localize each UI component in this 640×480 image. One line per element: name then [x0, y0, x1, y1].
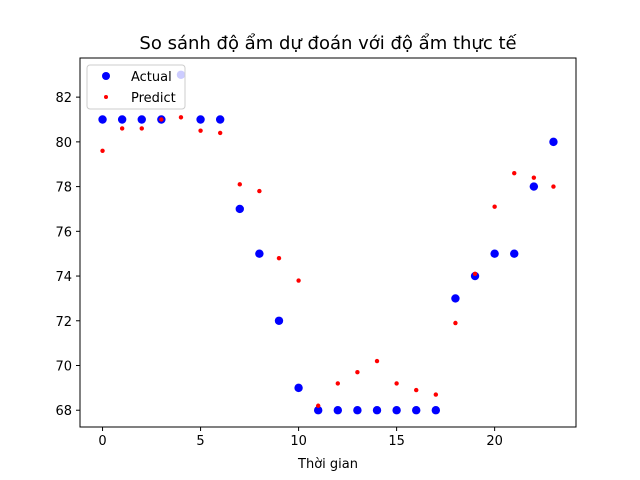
predict-point — [374, 358, 380, 364]
legend: Actual Predict — [86, 64, 186, 110]
x-tick-label: 10 — [290, 434, 307, 449]
predict-point — [472, 271, 478, 277]
predict-point — [531, 175, 537, 180]
predict-point — [414, 387, 419, 393]
legend-label-actual: Actual — [131, 70, 172, 85]
actual-point — [255, 249, 264, 258]
predict-point — [296, 278, 301, 283]
predict-point — [551, 184, 556, 189]
predict-point — [178, 115, 184, 120]
actual-point — [294, 383, 303, 393]
legend-label-predict: Predict — [131, 91, 176, 106]
y-tick-label: 70 — [55, 360, 72, 375]
actual-point — [412, 406, 421, 415]
actual-point — [196, 115, 205, 124]
predict-point — [159, 117, 164, 122]
actual-point — [392, 406, 401, 415]
y-tick-label: 78 — [55, 181, 72, 196]
predict-point — [257, 188, 262, 194]
predict-point — [315, 403, 321, 408]
actual-point — [372, 406, 382, 415]
y-tick-label: 74 — [55, 270, 72, 285]
y-tick-label: 82 — [55, 91, 72, 106]
actual-point — [490, 249, 499, 258]
y-tick-label: 80 — [55, 136, 72, 151]
x-axis: 0 5 10 15 20 — [98, 427, 503, 449]
predict-point — [492, 204, 497, 209]
actual-point — [117, 115, 127, 124]
predict-point — [276, 255, 282, 261]
actual-point — [215, 115, 225, 124]
actual-point — [431, 406, 441, 415]
chart-title: So sánh độ ẩm dự đoán với độ ẩm thực tế — [139, 33, 517, 54]
predict-point — [394, 381, 399, 386]
x-tick-label: 15 — [388, 434, 405, 449]
actual-point — [529, 182, 539, 191]
y-axis: 68 70 72 74 76 78 80 82 — [55, 91, 80, 419]
actual-point — [451, 294, 460, 303]
predict-point — [100, 148, 105, 154]
legend-marker-predict — [104, 95, 108, 99]
y-tick-label: 72 — [55, 315, 72, 330]
predict-point — [217, 130, 223, 136]
actual-point — [333, 406, 343, 415]
x-tick-label: 20 — [486, 434, 503, 449]
predict-point — [139, 126, 144, 131]
predict-point — [198, 128, 203, 133]
actual-point — [235, 204, 244, 214]
actual-point — [137, 115, 146, 124]
x-tick-label: 0 — [98, 434, 106, 449]
predict-point — [237, 182, 242, 187]
predict-point — [119, 126, 125, 131]
legend-marker-actual — [102, 72, 110, 80]
predict-point — [512, 170, 517, 176]
x-axis-label: Thời gian — [297, 457, 358, 472]
legend-box — [86, 64, 186, 110]
predict-point — [453, 320, 458, 326]
x-tick-label: 5 — [196, 434, 204, 449]
actual-point — [98, 115, 107, 124]
actual-point — [313, 406, 323, 415]
axes-frame — [79, 57, 577, 428]
actual-point — [549, 137, 558, 147]
y-tick-label: 68 — [55, 404, 72, 419]
y-tick-label: 76 — [55, 225, 72, 240]
predict-point — [335, 381, 341, 386]
actual-point — [510, 249, 519, 258]
predict-point — [355, 370, 360, 375]
actual-point — [353, 406, 362, 415]
actual-point — [274, 316, 284, 325]
predict-point — [433, 392, 439, 397]
